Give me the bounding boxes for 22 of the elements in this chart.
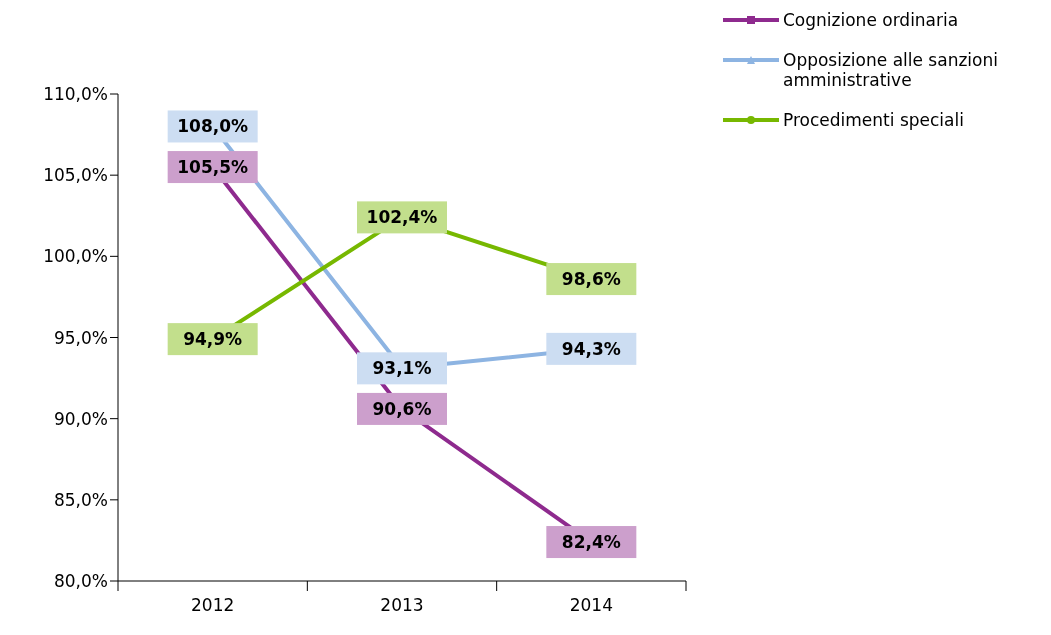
- y-tick-label: 105,0%: [43, 165, 108, 186]
- y-tick-label: 95,0%: [53, 327, 108, 348]
- legend-label: Opposizione alle sanzioni amministrative: [783, 50, 999, 90]
- data-label: 108,0%: [177, 116, 249, 137]
- y-tick-label: 100,0%: [43, 246, 108, 267]
- data-label: 94,3%: [561, 338, 621, 359]
- data-label: 105,5%: [177, 157, 249, 178]
- y-tick-label: 80,0%: [53, 571, 108, 592]
- y-tick-label: 85,0%: [53, 489, 108, 510]
- legend-label: Cognizione ordinaria: [783, 10, 959, 30]
- data-label: 93,1%: [372, 358, 432, 379]
- data-label: 82,4%: [561, 532, 621, 553]
- x-tick-label: 2012: [191, 595, 235, 615]
- data-label: 102,4%: [366, 207, 438, 228]
- x-tick-label: 2013: [380, 595, 424, 615]
- x-tick-label: 2014: [569, 595, 613, 615]
- y-tick-label: 110,0%: [43, 84, 108, 105]
- y-tick-label: 90,0%: [53, 408, 108, 429]
- data-label: 90,6%: [372, 398, 432, 419]
- data-label: 94,9%: [183, 329, 243, 350]
- data-label: 98,6%: [561, 269, 621, 290]
- legend-label: Procedimenti speciali: [783, 110, 964, 130]
